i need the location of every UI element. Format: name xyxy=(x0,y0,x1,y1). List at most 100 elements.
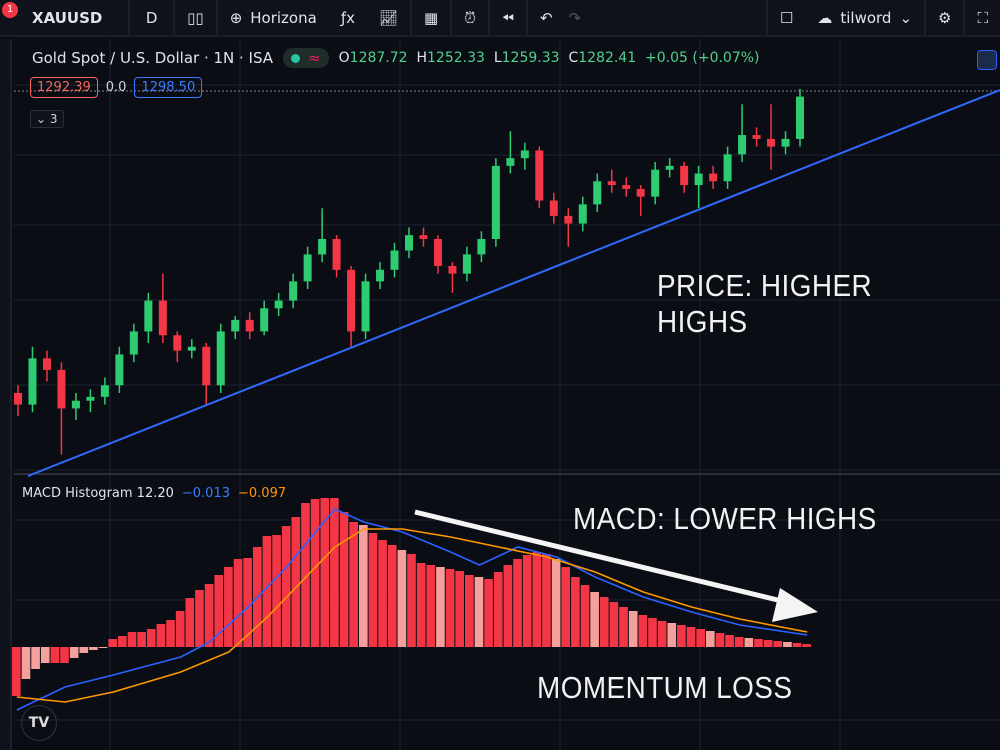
histogram-bar xyxy=(407,554,416,647)
low-value: 1259.33 xyxy=(501,50,560,66)
histogram-bar xyxy=(580,585,590,647)
replay-icon[interactable]: ⏪︎ xyxy=(490,0,528,36)
macd-name: MACD Histogram 12.20 xyxy=(22,486,174,501)
histogram-bar xyxy=(571,577,580,647)
trendline xyxy=(27,89,1000,477)
histogram-bar xyxy=(725,635,734,647)
fullscreen-icon[interactable]: ⛶ xyxy=(977,8,988,27)
candle-body xyxy=(202,346,211,386)
histogram-bar xyxy=(648,618,657,647)
wave-icon: ≈ xyxy=(308,49,321,67)
price-annotation: PRICE: HIGHER HIGHS xyxy=(657,268,873,339)
symbol-search[interactable]: XAUUSD xyxy=(0,0,131,36)
candles-icon[interactable]: ▯▯ xyxy=(175,0,218,36)
signal-line xyxy=(16,528,808,703)
indicators-icon[interactable]: 📈︎ xyxy=(367,0,413,36)
close-value: 1282.41 xyxy=(578,50,637,66)
candle-body xyxy=(462,254,471,274)
histogram-bar xyxy=(465,575,474,647)
interval-button[interactable]: D xyxy=(130,0,176,36)
macd-annotation: MACD: LOWER HIGHS xyxy=(573,501,877,536)
histogram-bar xyxy=(744,638,754,647)
candle-body xyxy=(187,346,196,351)
candle-body xyxy=(318,239,327,255)
candle-body xyxy=(390,250,399,270)
candle-body xyxy=(767,138,776,147)
histogram-bar xyxy=(436,567,445,647)
histogram-bar xyxy=(667,623,677,647)
symbol-title: Gold Spot / U.S. Dollar · 1N · ISA xyxy=(32,49,274,67)
histogram-bar xyxy=(696,629,705,647)
redo-icon[interactable]: ↷ xyxy=(568,8,582,27)
candle-body xyxy=(216,331,225,386)
indicator-count: 3 xyxy=(49,112,58,126)
histogram-bar xyxy=(763,640,773,647)
candle-body xyxy=(115,354,124,386)
candle-body xyxy=(158,300,167,336)
histogram-bar xyxy=(455,571,465,647)
histogram-bar xyxy=(773,641,783,647)
histogram-bar xyxy=(783,642,792,647)
histogram-bar xyxy=(50,647,60,663)
notification-badge[interactable]: 1 xyxy=(2,2,18,18)
momentum-annotation: MOMENTUM LOSS xyxy=(537,670,793,705)
histogram-bar xyxy=(368,533,378,647)
candle-body xyxy=(405,235,413,251)
gear-icon[interactable]: ⚙ xyxy=(926,0,966,36)
candle-body xyxy=(347,269,356,332)
histogram-bar xyxy=(484,579,493,647)
candle-body xyxy=(564,215,573,224)
histogram-bar xyxy=(127,632,137,647)
histogram-bar xyxy=(166,620,175,647)
candle-body xyxy=(332,239,341,270)
histogram-bar xyxy=(416,563,426,647)
histogram-bar xyxy=(12,647,21,696)
histogram-bar xyxy=(185,598,195,647)
histogram-bar xyxy=(542,554,551,647)
low-label: L xyxy=(493,50,502,66)
histogram-bar xyxy=(503,565,513,647)
histogram-bar xyxy=(243,558,252,647)
histogram-bar xyxy=(281,526,291,647)
open-value: 1287.72 xyxy=(349,50,408,66)
histogram-bar xyxy=(513,559,522,647)
trade-buttons: 1292.39 0.0 1298.50 xyxy=(30,77,203,98)
market-status-icon xyxy=(291,53,301,63)
candle-body xyxy=(607,181,616,186)
cloud-save-button[interactable]: ☁ tilword ⌄ xyxy=(805,0,927,36)
undo-icon[interactable]: ↶ xyxy=(539,8,553,27)
buy-button[interactable]: 1298.50 xyxy=(134,77,203,98)
histogram-bar xyxy=(397,550,407,647)
alert-clock-icon[interactable]: ⏰︎ xyxy=(452,0,490,36)
symbol-legend: Gold Spot / U.S. Dollar · 1N · ISA ≈ O12… xyxy=(32,48,760,68)
histogram-bar xyxy=(358,525,368,647)
collapse-indicators-button[interactable]: ⌄ 3 xyxy=(30,110,64,128)
tradingview-logo[interactable]: TV xyxy=(21,705,57,741)
histogram-bar xyxy=(349,522,358,647)
candle-body xyxy=(593,181,602,205)
arrow-shaft xyxy=(414,509,791,606)
histogram-bar xyxy=(657,621,667,647)
histogram-bar xyxy=(686,627,696,647)
high-label: H xyxy=(416,50,427,66)
histogram-bar xyxy=(802,644,811,647)
status-pill[interactable]: ≈ xyxy=(283,48,329,68)
candle-body xyxy=(506,158,515,166)
histogram-bar xyxy=(561,567,571,647)
maximize-pane-button[interactable] xyxy=(977,50,997,70)
candle-body xyxy=(491,165,500,239)
fx-icon[interactable]: ƒx xyxy=(340,8,355,27)
square-icon[interactable]: ☐ xyxy=(779,8,794,27)
candle-body xyxy=(477,239,486,255)
histogram-bar xyxy=(677,625,686,647)
histogram-bar xyxy=(754,639,763,647)
sell-button[interactable]: 1292.39 xyxy=(30,77,98,98)
layout-grid-icon[interactable]: ▦ xyxy=(412,0,453,36)
candle-body xyxy=(129,331,138,355)
close-label: C xyxy=(568,50,579,66)
candle-body xyxy=(71,400,80,409)
horizontal-line-button[interactable]: ⊕ Horizona xyxy=(218,0,329,36)
histogram-bar xyxy=(599,597,609,647)
candle-body xyxy=(57,369,66,409)
